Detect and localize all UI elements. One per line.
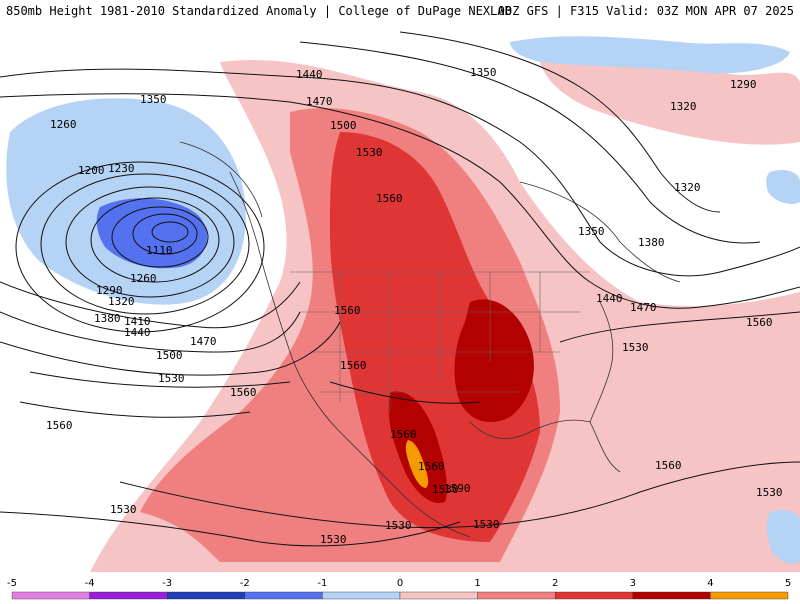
anomaly-plus4-central-region bbox=[454, 299, 534, 422]
colorbar-legend: -5 -4 -3 -2 -1 0 1 2 3 4 5 bbox=[0, 572, 800, 600]
contour-label: 1500 bbox=[156, 349, 183, 362]
anomaly-plus3-region bbox=[330, 132, 540, 542]
anomaly-plus1-north-region bbox=[540, 57, 800, 145]
contour-label: 1320 bbox=[674, 181, 701, 194]
contour-label: 1320 bbox=[108, 295, 135, 308]
colorbar-tick-label: -5 bbox=[7, 578, 17, 589]
contour-label: 1560 bbox=[418, 460, 445, 473]
colorbar-swatches bbox=[11, 591, 789, 600]
colorbar-tick-label: -3 bbox=[162, 578, 172, 589]
contour-label: 1470 bbox=[190, 335, 217, 348]
anomaly-minus1-northeast-region bbox=[510, 36, 790, 74]
contour-label: 1350 bbox=[140, 93, 167, 106]
contour-label: 1530 bbox=[158, 372, 185, 385]
contour-label: 1440 bbox=[124, 326, 151, 339]
contour-label: 1380 bbox=[94, 312, 121, 325]
colorbar-swatch bbox=[477, 591, 556, 600]
contour-label: 1530 bbox=[110, 503, 137, 516]
anomaly-plus5-region bbox=[405, 440, 429, 488]
contour-label: 1260 bbox=[50, 118, 77, 131]
contour-label: 1530 bbox=[473, 518, 500, 531]
contour-label: 1560 bbox=[376, 192, 403, 205]
contour-label: 1470 bbox=[306, 95, 333, 108]
contour-label: 1530 bbox=[622, 341, 649, 354]
contour-label: 1530 bbox=[756, 486, 783, 499]
east-coast-outline bbox=[589, 301, 614, 423]
contour-label: 1350 bbox=[470, 66, 497, 79]
colorbar-tick-label: 2 bbox=[552, 578, 558, 589]
weather-map: 1440 1350 1290 1260 1350 1230 1200 1110 … bbox=[0, 22, 800, 572]
height-contours bbox=[0, 31, 800, 547]
west-coast-outline bbox=[229, 171, 471, 538]
contour-label: 1590 bbox=[444, 482, 471, 495]
contour-label: 1410 bbox=[124, 315, 151, 328]
contour-label: 1560 bbox=[334, 304, 361, 317]
contour-label: 1440 bbox=[596, 292, 623, 305]
colorbar-swatch bbox=[555, 591, 634, 600]
colorbar-ticks: -5 -4 -3 -2 -1 0 1 2 3 4 5 bbox=[7, 578, 791, 589]
canada-coast-outline bbox=[519, 181, 681, 283]
anomaly-minus1-hudson-region bbox=[766, 170, 800, 204]
contour-label: 1440 bbox=[296, 68, 323, 81]
contour-label: 1290 bbox=[96, 284, 123, 297]
contour-label: 1530 bbox=[432, 483, 459, 496]
contour-label: 1560 bbox=[46, 419, 73, 432]
contour-label: 1530 bbox=[320, 533, 347, 546]
model-run-info: 00Z GFS | F315 Valid: 03Z MON APR 07 202… bbox=[497, 4, 794, 18]
colorbar-swatch bbox=[244, 591, 323, 600]
alaska-coast-outline bbox=[179, 141, 263, 218]
contour-label: 1560 bbox=[746, 316, 773, 329]
anomaly-plus4-mexico-region bbox=[388, 391, 447, 503]
map-title: 850mb Height 1981-2010 Standardized Anom… bbox=[6, 4, 512, 18]
contour-label: 1380 bbox=[638, 236, 665, 249]
colorbar-tick-label: -4 bbox=[85, 578, 95, 589]
contour-label: 1200 bbox=[78, 164, 105, 177]
positive-anomaly-fills bbox=[90, 57, 800, 572]
contour-label: 1260 bbox=[130, 272, 157, 285]
colorbar-tick-label: 5 bbox=[785, 578, 791, 589]
contour-label: 1530 bbox=[385, 519, 412, 532]
contour-label: 1530 bbox=[356, 146, 383, 159]
contour-label: 1560 bbox=[340, 359, 367, 372]
colorbar-swatch bbox=[166, 591, 245, 600]
contour-labels: 1440 1350 1290 1260 1350 1230 1200 1110 … bbox=[46, 66, 783, 546]
colorbar-swatch bbox=[632, 591, 711, 600]
colorbar-tick-label: -2 bbox=[240, 578, 250, 589]
colorbar-tick-label: -1 bbox=[317, 578, 327, 589]
colorbar-swatch bbox=[89, 591, 168, 600]
colorbar-tick-label: 3 bbox=[630, 578, 636, 589]
coastlines bbox=[179, 141, 681, 538]
contour-label: 1290 bbox=[730, 78, 757, 91]
contour-label: 1560 bbox=[390, 428, 417, 441]
contour-label: 1560 bbox=[655, 459, 682, 472]
colorbar-swatch bbox=[710, 591, 789, 600]
title-bar: 850mb Height 1981-2010 Standardized Anom… bbox=[0, 0, 800, 22]
contour-label: 1470 bbox=[630, 301, 657, 314]
colorbar-tick-label: 4 bbox=[707, 578, 713, 589]
state-borders bbox=[290, 271, 590, 412]
anomaly-minus1-atlantic-region bbox=[767, 510, 800, 564]
contour-label: 1350 bbox=[578, 225, 605, 238]
colorbar-tick-label: 0 bbox=[397, 578, 403, 589]
contour-label: 1110 bbox=[146, 244, 173, 257]
contour-label: 1560 bbox=[230, 386, 257, 399]
contour-label: 1320 bbox=[670, 100, 697, 113]
low-center-contour bbox=[151, 221, 189, 243]
colorbar-swatch bbox=[11, 591, 90, 600]
colorbar-swatch bbox=[399, 591, 478, 600]
colorbar-tick-label: 1 bbox=[474, 578, 480, 589]
contour-label: 1500 bbox=[330, 119, 357, 132]
gulf-coast-outline bbox=[469, 419, 621, 473]
colorbar-swatch bbox=[322, 591, 401, 600]
contour-label: 1230 bbox=[108, 162, 135, 175]
